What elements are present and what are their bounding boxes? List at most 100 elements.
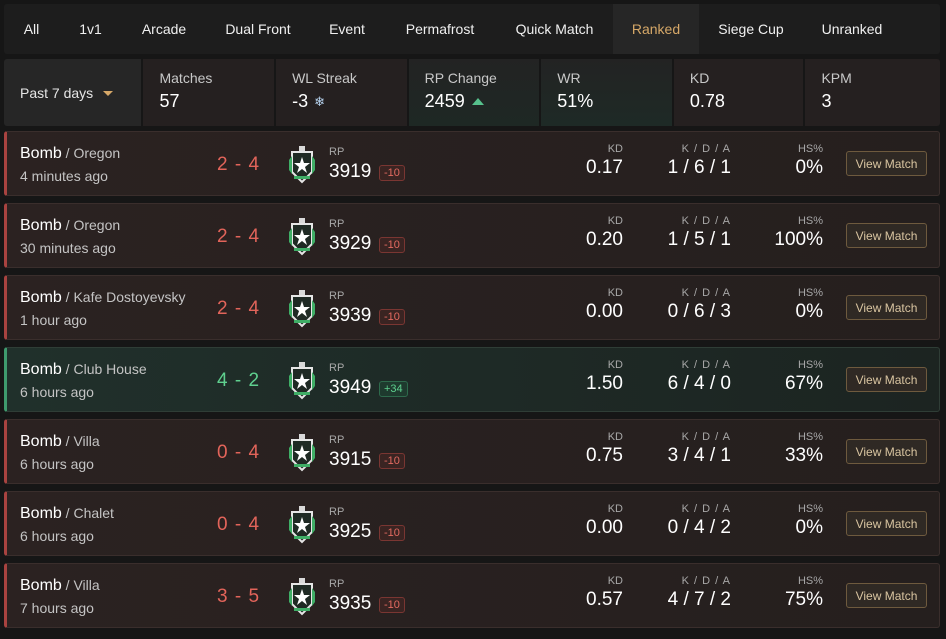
kd-label: KD — [607, 503, 623, 515]
rp-label: RP — [329, 218, 345, 230]
hs-value: 75% — [784, 589, 823, 610]
kda-label: K / D / A — [681, 431, 731, 443]
kda-label: K / D / A — [681, 359, 731, 371]
rank-badge-icon — [289, 506, 315, 544]
rp-change-value: 2459 — [424, 91, 465, 111]
tab-dual-front[interactable]: Dual Front — [225, 21, 291, 37]
kda-value: 1 / 5 / 1 — [667, 229, 731, 250]
tab-1v1[interactable]: 1v1 — [79, 21, 102, 37]
kd-value: 0.17 — [586, 157, 623, 178]
match-row[interactable]: Bomb / Chalet 6 hours ago 0 - 4 RP 3925 … — [4, 491, 940, 556]
match-row[interactable]: Bomb / Villa 6 hours ago 0 - 4 RP 3915 -… — [4, 419, 940, 484]
hs-value: 0% — [795, 301, 823, 322]
rank-badge-icon — [289, 434, 315, 472]
mode-name: Bomb — [20, 577, 62, 594]
matches-value: 57 — [159, 91, 180, 111]
map-text: Chalet — [73, 505, 114, 521]
kda-value: 0 / 4 / 2 — [667, 517, 731, 538]
hs-value: 0% — [795, 157, 823, 178]
snowflake-icon: ❄ — [314, 93, 325, 109]
match-time: 6 hours ago — [20, 384, 94, 400]
stat-value: 3 — [821, 91, 924, 112]
map-text: Kafe Dostoyevsky — [73, 289, 186, 305]
match-row[interactable]: Bomb / Oregon 30 minutes ago 2 - 4 RP 39… — [4, 203, 940, 268]
map-text: Oregon — [73, 217, 121, 233]
tab-arcade[interactable]: Arcade — [141, 21, 187, 37]
map-name: / Oregon — [61, 217, 121, 233]
map-text: Oregon — [73, 145, 121, 161]
rank-badge-icon — [289, 290, 315, 328]
rp-value: 3935 — [329, 593, 372, 614]
mode-name: Bomb — [20, 505, 62, 522]
stat-kpm: KPM 3 — [803, 59, 941, 126]
kda-label: K / D / A — [681, 503, 731, 515]
rp-label: RP — [329, 290, 345, 302]
match-time: 4 minutes ago — [20, 168, 108, 184]
tab-ranked[interactable]: Ranked — [613, 4, 699, 54]
wl-streak-value: -3 — [292, 91, 309, 111]
rp-value: 3939 — [329, 305, 372, 326]
kd-value: 0.78 — [689, 91, 725, 111]
arrow-up-icon — [471, 98, 484, 105]
rank-badge-icon — [289, 578, 315, 616]
map-name: / Villa — [61, 577, 100, 593]
match-score: 4 - 2 — [217, 370, 261, 391]
mode-name: Bomb — [20, 361, 62, 378]
rp-delta-badge: +34 — [379, 381, 408, 397]
rank-badge-icon — [289, 362, 315, 400]
view-match-button[interactable]: View Match — [846, 439, 927, 464]
tab-permafrost[interactable]: Permafrost — [405, 21, 475, 37]
view-match-button[interactable]: View Match — [846, 223, 927, 248]
rp-delta-badge: -10 — [379, 453, 405, 469]
kda-value: 1 / 6 / 1 — [667, 157, 731, 178]
rp-label: RP — [329, 578, 345, 590]
view-match-button[interactable]: View Match — [846, 295, 927, 320]
period-dropdown[interactable]: Past 7 days — [4, 59, 142, 126]
match-mode: Bomb / Kafe Dostoyevsky — [20, 289, 186, 307]
hs-label: HS% — [797, 287, 823, 299]
rp-value: 3919 — [329, 161, 372, 182]
chevron-down-icon — [103, 90, 114, 96]
match-mode: Bomb / Villa — [20, 577, 100, 595]
tab-unranked[interactable]: Unranked — [821, 21, 883, 37]
tab-all[interactable]: All — [23, 21, 40, 37]
match-mode: Bomb / Chalet — [20, 505, 114, 523]
rp-value: 3929 — [329, 233, 372, 254]
tab-quick-match[interactable]: Quick Match — [515, 21, 594, 37]
view-match-button[interactable]: View Match — [846, 151, 927, 176]
tab-siege-cup[interactable]: Siege Cup — [718, 21, 784, 37]
view-match-button[interactable]: View Match — [846, 583, 927, 608]
rp-delta-badge: -10 — [379, 237, 405, 253]
rp-delta-badge: -10 — [379, 525, 405, 541]
kda-label: K / D / A — [681, 143, 731, 155]
stat-rp-change: RP Change 2459 — [406, 59, 540, 126]
match-row[interactable]: Bomb / Kafe Dostoyevsky 1 hour ago 2 - 4… — [4, 275, 940, 340]
match-row[interactable]: Bomb / Oregon 4 minutes ago 2 - 4 RP 391… — [4, 131, 940, 196]
mode-name: Bomb — [20, 217, 62, 234]
match-row[interactable]: Bomb / Villa 7 hours ago 3 - 5 RP 3935 -… — [4, 563, 940, 628]
kda-value: 0 / 6 / 3 — [667, 301, 731, 322]
kd-label: KD — [607, 575, 623, 587]
stat-matches: Matches 57 — [141, 59, 275, 126]
match-score: 2 - 4 — [217, 298, 261, 319]
map-text: Club House — [73, 361, 147, 377]
rp-delta-badge: -10 — [379, 165, 405, 181]
stat-label: KD — [689, 70, 710, 86]
kda-value: 3 / 4 / 1 — [667, 445, 731, 466]
kda-label: K / D / A — [681, 575, 731, 587]
map-name: / Chalet — [61, 505, 114, 521]
stat-value: 51% — [557, 91, 656, 112]
match-row[interactable]: Bomb / Club House 6 hours ago 4 - 2 RP 3… — [4, 347, 940, 412]
kda-value: 6 / 4 / 0 — [667, 373, 731, 394]
mode-name: Bomb — [20, 289, 62, 306]
wr-value: 51% — [557, 91, 594, 111]
hs-label: HS% — [797, 359, 823, 371]
rp-value: 3925 — [329, 521, 372, 542]
view-match-button[interactable]: View Match — [846, 511, 927, 536]
view-match-button[interactable]: View Match — [846, 367, 927, 392]
rp-label: RP — [329, 362, 345, 374]
hs-label: HS% — [797, 431, 823, 443]
stat-label: WR — [557, 70, 581, 86]
hs-label: HS% — [797, 143, 823, 155]
tab-event[interactable]: Event — [329, 21, 365, 37]
